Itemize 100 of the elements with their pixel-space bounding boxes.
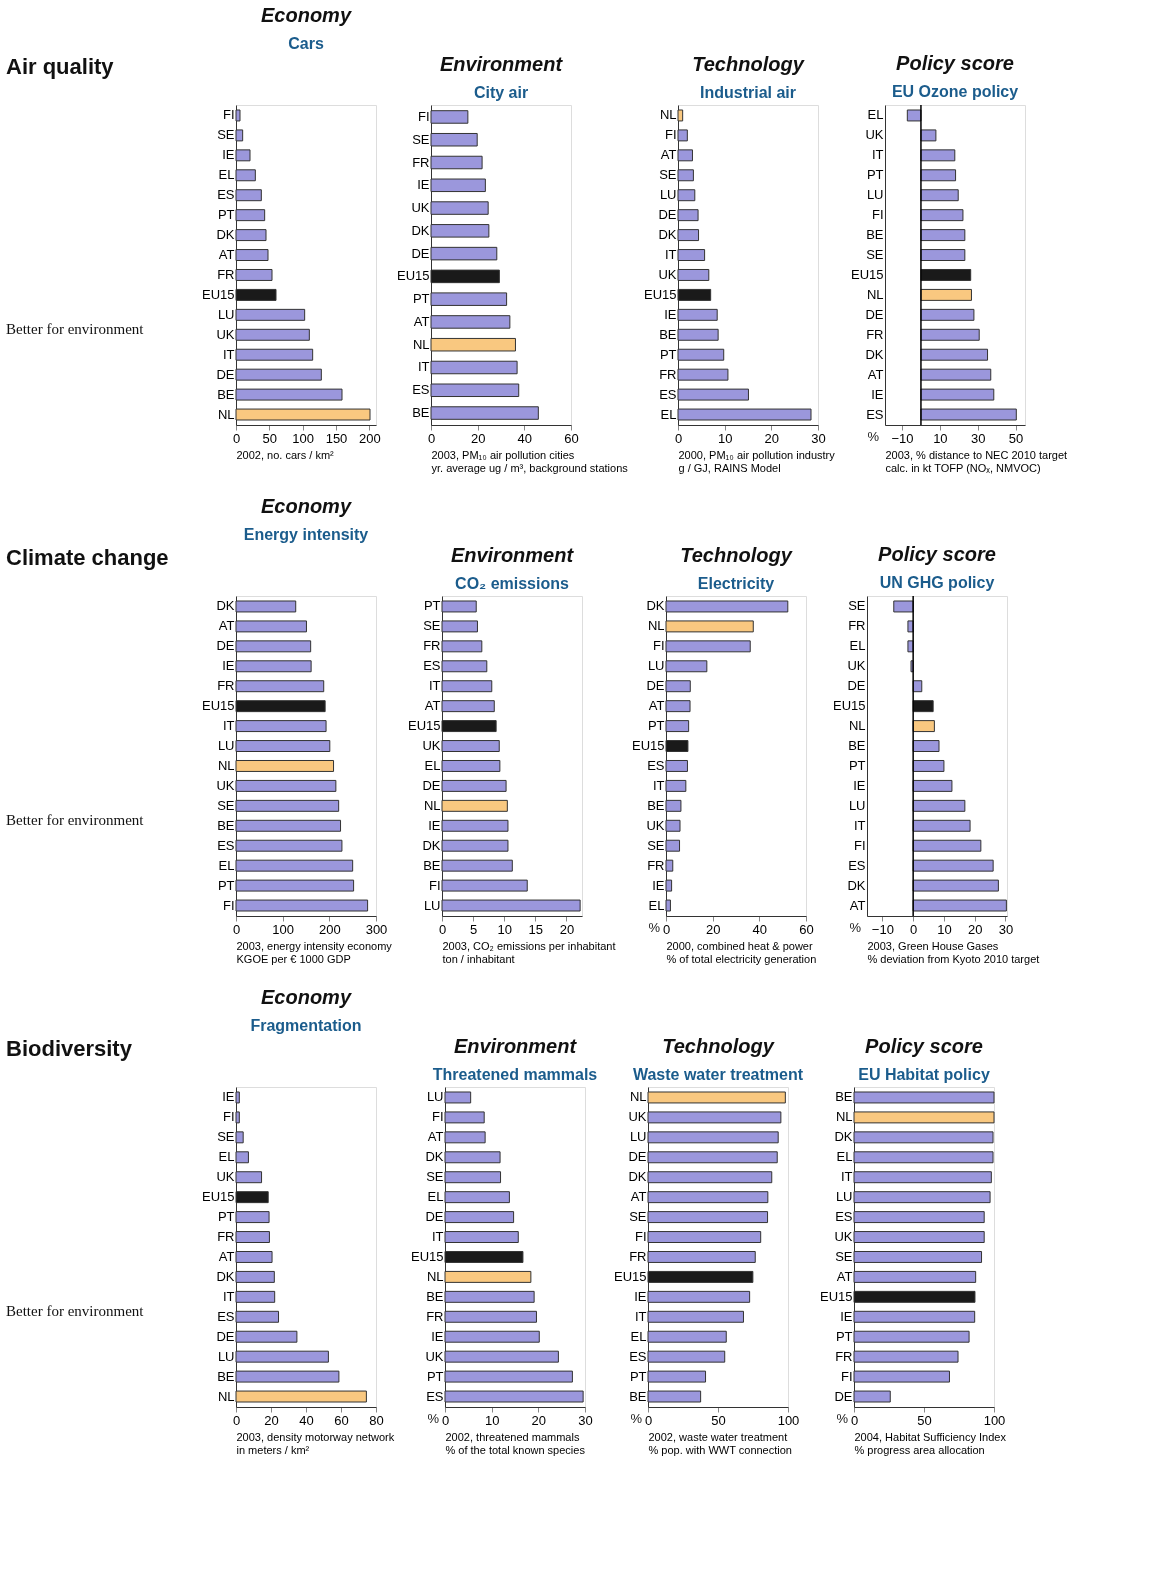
y-tick-label: FI (222, 1109, 235, 1125)
y-tick-label: IT (428, 678, 441, 694)
y-tick-label: FR (217, 266, 235, 282)
y-tick-label: FI (222, 897, 235, 913)
y-tick-label: FI (840, 1368, 853, 1384)
chart-title: Policy score (878, 543, 996, 566)
y-tick-label: EU15 (407, 718, 441, 734)
text: % (648, 920, 661, 935)
y-tick-label: IT (222, 346, 235, 362)
x-axis-title: 2004, Habitat Sufficiency Index % progress area allocation (854, 1430, 1007, 1456)
y-tick-label: UK (216, 326, 235, 342)
y-tick-label: BE (866, 227, 884, 243)
y-tick-label: PT (866, 167, 884, 183)
x-tick-label: 50 (711, 1412, 726, 1428)
chart-subtitle: Electricity (697, 575, 775, 592)
text: Better for environment (6, 812, 145, 828)
text: Climate change (6, 545, 169, 570)
x-tick-label: 100 (777, 1412, 800, 1428)
x-tick-label: 100 (983, 1412, 1006, 1428)
y-tick-label: ES (659, 386, 677, 402)
y-tick-label: BE (659, 326, 677, 342)
text: % (836, 1411, 849, 1426)
chart-subtitle: Industrial air (699, 84, 797, 101)
x-axis-title: 2000, PM₁₀ air pollution industry g / GJ, RAINS Model (678, 448, 836, 474)
x-tick-label: 60 (334, 1412, 349, 1428)
x-tick-label: −10 (871, 921, 894, 937)
y-tick-label: PT (629, 1368, 647, 1384)
y-tick-label: FR (647, 857, 665, 873)
y-tick-label: EL (630, 1328, 647, 1344)
y-tick-label: NL (412, 336, 430, 352)
chart-title: Technology (692, 53, 805, 75)
x-axis-title: 2003, energy intensity economy KGOE per € 1000 GDP (236, 939, 393, 965)
text: Better for environment (6, 321, 145, 337)
chart-subtitle: EU Ozone policy (891, 83, 1019, 101)
y-tick-label: FR (659, 366, 677, 382)
x-tick-label: 10 (497, 921, 512, 937)
y-tick-label: ES (647, 757, 665, 773)
y-tick-label: IT (853, 817, 866, 833)
y-tick-label: DK (865, 346, 884, 362)
y-tick-label: LU (659, 187, 677, 203)
y-tick-label: NL (217, 406, 235, 422)
x-tick-label: 20 (705, 921, 721, 937)
y-tick-label: AT (836, 1268, 853, 1284)
chart-title: Economy (260, 986, 352, 1008)
y-tick-label: AT (218, 1248, 235, 1264)
y-tick-label: DK (216, 1268, 235, 1284)
y-tick-label: DE (216, 1328, 235, 1344)
y-tick-label: UK (411, 200, 430, 216)
y-tick-label: AT (424, 698, 441, 714)
y-tick-label: IT (222, 1288, 235, 1304)
y-tick-label: ES (426, 1388, 444, 1404)
x-axis-title: 2003, CO₂ emissions per inhabitant ton / inhabitant (442, 939, 616, 965)
text: Air quality (6, 54, 115, 79)
x-tick-label: 0 (232, 921, 241, 937)
y-tick-label: BE (217, 817, 235, 833)
x-tick-label: 0 (441, 1412, 450, 1428)
y-tick-label: PT (217, 207, 235, 223)
chart-subtitle: Fragmentation (250, 1017, 362, 1034)
y-tick-label: DK (425, 1149, 444, 1165)
y-tick-label: DE (411, 245, 430, 261)
y-tick-label: AT (427, 1129, 444, 1145)
y-tick-label: SE (412, 131, 430, 147)
y-tick-label: ES (217, 1308, 235, 1324)
chart-title: Environment (439, 53, 564, 75)
y-tick-label: NL (217, 757, 235, 773)
y-tick-label: IT (871, 147, 884, 163)
y-tick-label: IE (222, 147, 235, 163)
y-tick-label: IT (431, 1229, 444, 1245)
y-tick-label: UK (646, 817, 665, 833)
y-tick-label: LU (217, 1348, 235, 1364)
y-tick-label: EU15 (850, 266, 884, 282)
y-tick-label: NL (866, 286, 884, 302)
x-axis-title: 2003, % distance to NEC 2010 target calc. in kt TOFP (NOₓ, NMVOC) (885, 448, 1068, 474)
y-tick-label: BE (647, 797, 665, 813)
y-tick-label: DK (216, 598, 235, 614)
y-tick-label: FI (222, 107, 235, 123)
y-tick-label: EU15 (631, 738, 665, 754)
x-axis-title: 2000, combined heat & power % of total electricity generation (666, 939, 817, 965)
y-tick-label: FR (426, 1308, 444, 1324)
x-tick-label: 40 (299, 1412, 314, 1428)
y-tick-label: DE (646, 678, 665, 694)
y-tick-label: FI (853, 837, 866, 853)
y-tick-label: FR (423, 638, 441, 654)
y-tick-label: IT (652, 777, 665, 793)
y-tick-label: LU (835, 1189, 853, 1205)
y-tick-label: EL (660, 406, 677, 422)
chart-subtitle: Energy intensity (243, 526, 369, 543)
y-tick-label: IE (652, 877, 665, 893)
y-tick-label: DE (847, 678, 866, 694)
y-tick-label: SE (629, 1209, 647, 1225)
chart-subtitle: CO₂ emissions (455, 575, 570, 592)
y-tick-label: DK (646, 598, 665, 614)
y-tick-label: DE (425, 1209, 444, 1225)
y-tick-label: IE (417, 177, 430, 193)
y-tick-label: ES (412, 382, 430, 398)
y-tick-label: SE (217, 127, 235, 143)
y-tick-label: IT (222, 718, 235, 734)
x-axis-title: 2002, waste water treatment % pop. with WWT connection (648, 1430, 792, 1456)
chart-subtitle: City air (473, 84, 529, 101)
y-tick-label: NL (835, 1109, 853, 1125)
